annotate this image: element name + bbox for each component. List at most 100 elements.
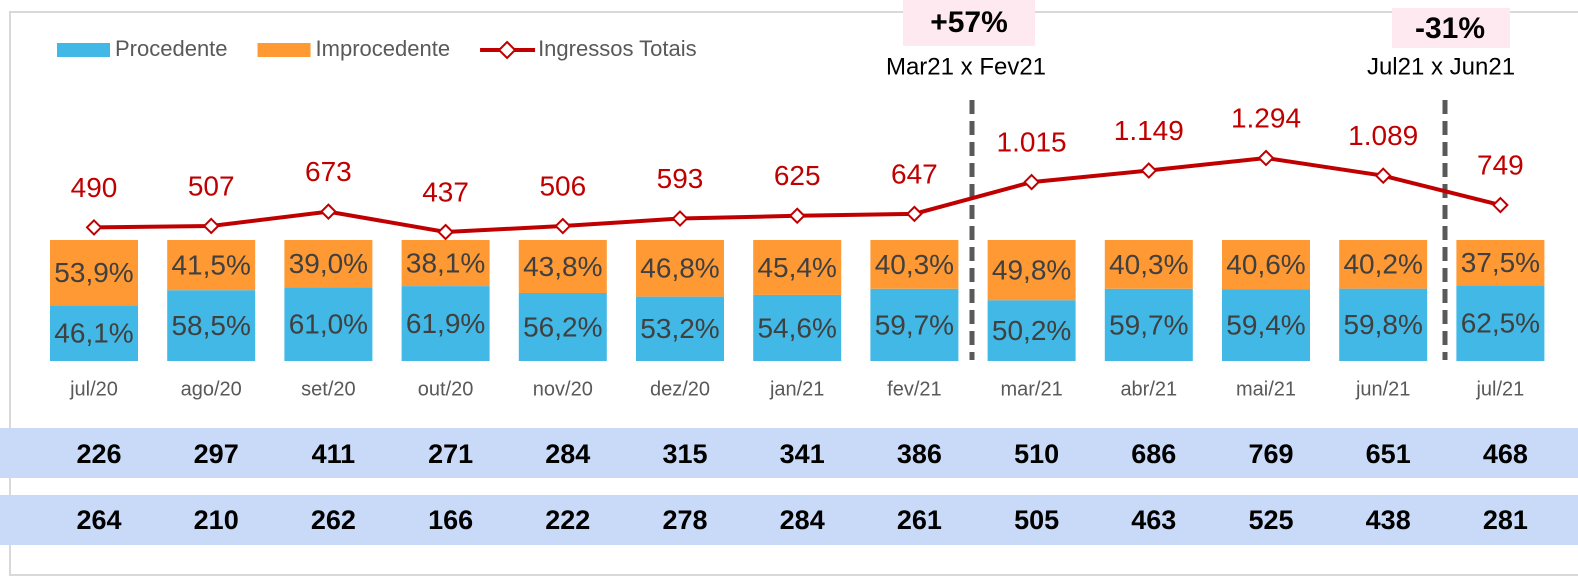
data-label: 59,4% [1226, 309, 1305, 340]
bar-segment [518, 292, 607, 361]
line-marker [1257, 149, 1275, 167]
table-cell: 510 [1014, 439, 1059, 469]
table-cell: 769 [1248, 439, 1293, 469]
line-marker [437, 223, 455, 241]
table-cell: 222 [545, 505, 590, 535]
annotation-label: Mar21 x Fev21 [886, 53, 1046, 80]
x-tick-label: nov/20 [533, 378, 593, 400]
data-label: 45,4% [757, 252, 836, 283]
data-label: 1.294 [1231, 102, 1301, 133]
bar-segment [1456, 240, 1545, 286]
x-tick-label: fev/21 [887, 378, 941, 400]
table-cell: 261 [897, 505, 942, 535]
data-label: 1.149 [1114, 115, 1184, 146]
legend-marker [497, 40, 517, 60]
data-label: 1.089 [1348, 120, 1418, 151]
x-tick-label: mar/21 [1000, 378, 1062, 400]
data-label: 46,8% [640, 253, 719, 284]
line-marker [671, 210, 689, 227]
data-label: 40,3% [1109, 249, 1188, 280]
data-label: 625 [774, 160, 821, 191]
bar-segment [753, 240, 842, 295]
data-label: 62,5% [1461, 308, 1540, 339]
bar-segment [167, 290, 256, 361]
table-cell: 525 [1248, 505, 1293, 535]
table-cell: 411 [312, 439, 356, 469]
data-label: 49,8% [992, 255, 1071, 286]
bar-segment [167, 240, 256, 291]
annotation: -31% [1415, 12, 1485, 45]
data-label: 437 [422, 176, 469, 207]
table-cell: 264 [76, 505, 121, 535]
data-label: 56,2% [523, 311, 602, 342]
data-label: 43,8% [523, 251, 602, 282]
line-marker [1140, 162, 1158, 179]
table-cell: 281 [1483, 505, 1528, 535]
annotation-box [903, 0, 1035, 46]
bar-segment [753, 294, 842, 361]
x-tick-label: abr/21 [1120, 378, 1177, 400]
data-label: 673 [305, 156, 352, 187]
table-cell: 284 [780, 505, 825, 535]
data-label: 506 [539, 170, 586, 201]
x-tick-label: jan/21 [769, 378, 825, 400]
x-tick-label: jun/21 [1355, 378, 1411, 400]
annotation: +57% [930, 6, 1008, 39]
data-label: 40,3% [875, 249, 954, 280]
data-label: 54,6% [757, 312, 836, 343]
table-cell: 297 [194, 439, 239, 469]
bar-segment [987, 240, 1076, 301]
bar-segment [1339, 240, 1428, 289]
data-label: 593 [657, 163, 704, 194]
bar-segment [1222, 240, 1310, 290]
data-label: 59,8% [1343, 309, 1422, 340]
table-cell: 438 [1366, 505, 1411, 535]
bar-segment [1104, 240, 1193, 289]
bar-segment [1222, 289, 1310, 361]
legend-label: Procedente [115, 36, 228, 61]
data-label: 1.015 [997, 126, 1067, 157]
data-label: 490 [71, 172, 118, 203]
line-marker [1491, 196, 1509, 214]
x-tick-label: jul/20 [69, 378, 118, 400]
table-cell: 341 [780, 439, 825, 469]
bar-segment [870, 240, 959, 289]
data-label: 58,5% [171, 310, 250, 341]
line-marker [85, 219, 103, 236]
table-cell: 262 [311, 505, 356, 535]
data-label: 53,9% [54, 257, 133, 288]
bar-segment [1104, 288, 1193, 361]
x-tick-label: ago/20 [181, 378, 242, 400]
line-marker [202, 217, 220, 235]
table-band [0, 495, 1578, 545]
table-cell: 284 [545, 439, 590, 469]
table-cell: 226 [76, 439, 121, 469]
x-tick-label: mai/21 [1236, 378, 1296, 400]
data-label: 61,0% [289, 308, 368, 339]
data-label: 53,2% [640, 313, 719, 344]
bar-segment [284, 240, 373, 288]
data-label: 50,2% [992, 315, 1071, 346]
line-marker [554, 217, 572, 235]
data-label: 39,0% [289, 248, 368, 279]
table-cell: 468 [1483, 439, 1528, 469]
bar-segment [50, 240, 138, 306]
bar-segment [870, 288, 959, 361]
x-tick-label: out/20 [418, 378, 474, 400]
annotation-box [1392, 8, 1510, 48]
table-cell: 278 [662, 505, 707, 535]
data-label: 40,2% [1343, 249, 1422, 280]
data-label: 507 [188, 170, 235, 201]
data-label: 61,9% [406, 308, 485, 339]
bar-segment [636, 240, 724, 297]
table-cell: 315 [662, 439, 707, 469]
data-label: 46,1% [54, 318, 133, 349]
data-label: 749 [1477, 149, 1524, 180]
bar-segment [50, 305, 138, 361]
x-tick-label: dez/20 [650, 378, 710, 400]
data-label: 59,7% [1109, 309, 1188, 340]
data-label: 41,5% [171, 249, 250, 280]
legend-swatch [57, 43, 110, 57]
bar-segment [401, 286, 490, 361]
